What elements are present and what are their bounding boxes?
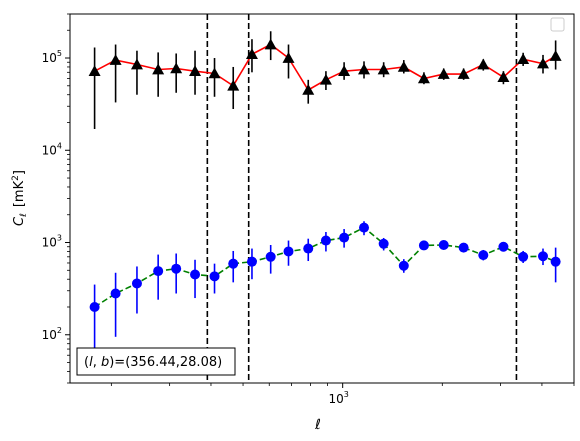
data-point bbox=[153, 266, 164, 277]
data-point bbox=[302, 84, 315, 95]
data-point bbox=[109, 54, 122, 65]
data-point bbox=[228, 258, 239, 269]
data-point bbox=[282, 52, 295, 63]
data-point bbox=[190, 269, 201, 280]
x-axis-label: ℓ bbox=[314, 417, 321, 433]
data-point bbox=[477, 58, 490, 70]
data-point bbox=[110, 288, 121, 299]
data-point bbox=[397, 60, 410, 72]
data-point bbox=[358, 63, 371, 75]
data-point bbox=[418, 240, 429, 251]
vertical-marker-lines bbox=[206, 14, 518, 383]
data-point bbox=[518, 251, 529, 262]
y-tick-label: 105 bbox=[42, 49, 62, 65]
x-tick-label: 103 bbox=[328, 390, 348, 406]
data-point bbox=[319, 73, 332, 85]
data-point bbox=[208, 67, 221, 79]
y-tick-label: 102 bbox=[42, 326, 62, 342]
data-point bbox=[538, 251, 549, 262]
data-point bbox=[537, 57, 550, 69]
data-point bbox=[246, 256, 257, 267]
data-point bbox=[339, 232, 350, 243]
data-point bbox=[283, 246, 294, 257]
data-point bbox=[131, 278, 142, 289]
data-point bbox=[209, 271, 220, 282]
data-point bbox=[264, 38, 277, 50]
data-point bbox=[227, 79, 240, 91]
data-point bbox=[550, 256, 561, 267]
data-point bbox=[88, 65, 101, 76]
data-point bbox=[478, 250, 489, 261]
data-point bbox=[417, 72, 430, 84]
data-point bbox=[517, 53, 530, 65]
data-point bbox=[378, 238, 389, 249]
axis-ticks: 102 103 104 105 103 bbox=[42, 13, 575, 406]
data-point bbox=[189, 65, 202, 76]
data-point bbox=[458, 242, 469, 253]
data-point bbox=[398, 260, 409, 271]
data-point bbox=[498, 241, 509, 252]
series-group bbox=[88, 31, 562, 356]
annotation-text: (l, b)=(356.44,28.08) bbox=[84, 355, 222, 370]
y-tick-label: 103 bbox=[42, 234, 62, 250]
data-point bbox=[359, 222, 370, 233]
data-point bbox=[377, 63, 390, 75]
data-point bbox=[338, 65, 351, 76]
annotation-box bbox=[76, 347, 236, 376]
data-point bbox=[437, 68, 450, 79]
series-1 bbox=[88, 31, 562, 130]
data-point bbox=[152, 63, 165, 75]
data-point bbox=[497, 71, 510, 82]
data-point bbox=[549, 50, 562, 61]
data-point bbox=[303, 243, 314, 254]
data-point bbox=[265, 251, 276, 262]
data-point bbox=[171, 263, 182, 274]
legend-box bbox=[550, 17, 565, 32]
data-point bbox=[438, 239, 449, 250]
y-tick-label: 104 bbox=[42, 141, 62, 157]
data-point bbox=[320, 235, 331, 246]
y-axis-label: Cℓ[mK2] bbox=[11, 170, 29, 226]
data-point bbox=[89, 301, 100, 312]
data-point bbox=[245, 48, 258, 59]
data-point bbox=[170, 62, 183, 74]
series-2 bbox=[89, 221, 561, 356]
data-point bbox=[130, 58, 143, 70]
data-point bbox=[457, 68, 470, 79]
